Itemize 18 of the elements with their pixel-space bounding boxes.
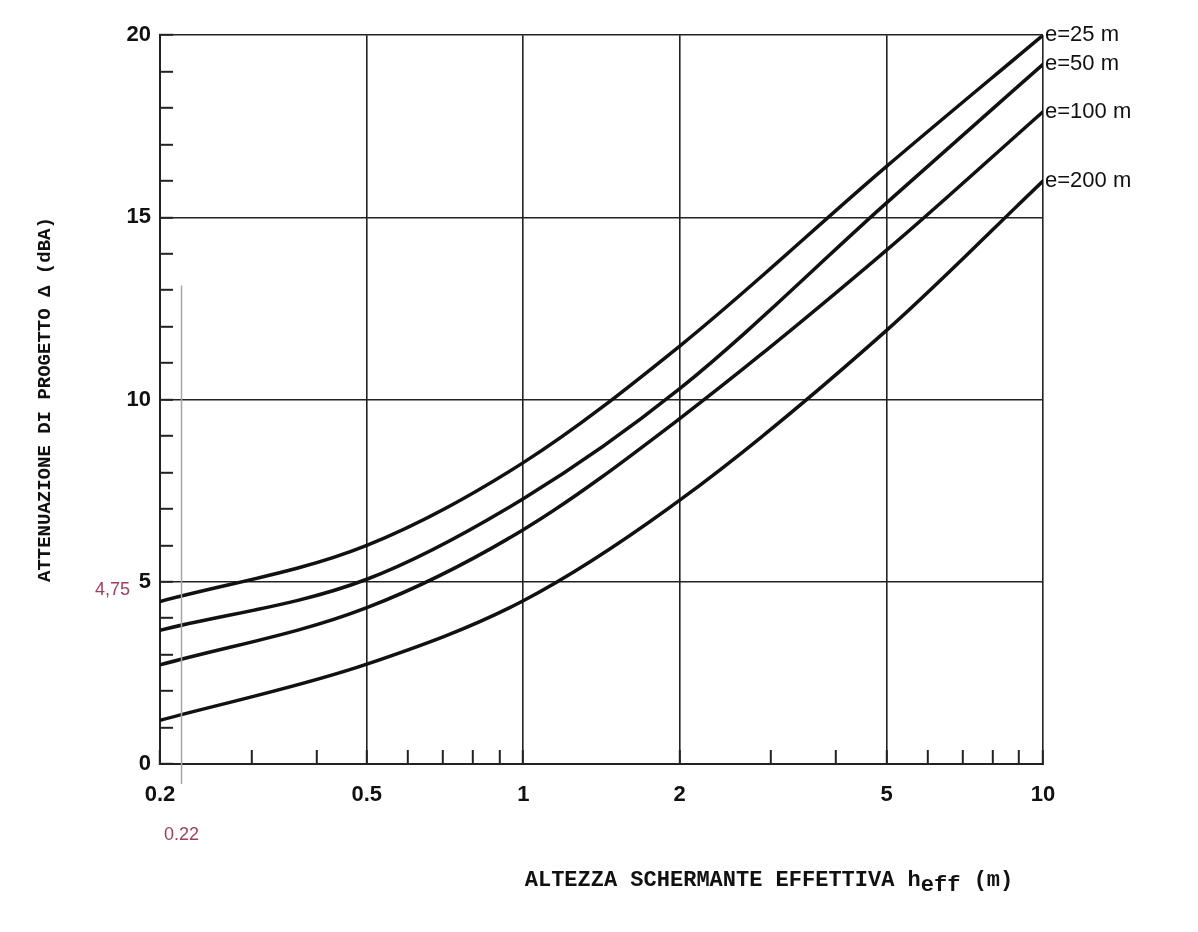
ref-line-label: 0.22 (163, 823, 200, 844)
x-tick-label: 5 (880, 781, 893, 807)
y-tick-label: 15 (126, 203, 151, 229)
series-label: e=50 m (1045, 50, 1119, 76)
y-tick-label: 20 (126, 21, 151, 47)
series-label: e=25 m (1045, 21, 1119, 47)
x-tick-label: 0.5 (351, 781, 383, 807)
text: 4,75 (94, 578, 130, 599)
x-tick-label: 2 (673, 781, 686, 807)
series-label: e=100 m (1045, 97, 1132, 123)
x-tick-label: 10 (1030, 781, 1056, 807)
series-label: e=200 m (1045, 167, 1132, 193)
y-axis-title: ATTENUAZIONE DI PROGETTO Δ (dBA) (34, 217, 57, 583)
y-tick-label: 0 (138, 750, 151, 776)
x-tick-label: 0.2 (144, 781, 176, 807)
y-tick-label: 5 (138, 567, 151, 593)
x-tick-label: 1 (517, 781, 530, 807)
y-tick-label: 10 (126, 385, 151, 411)
